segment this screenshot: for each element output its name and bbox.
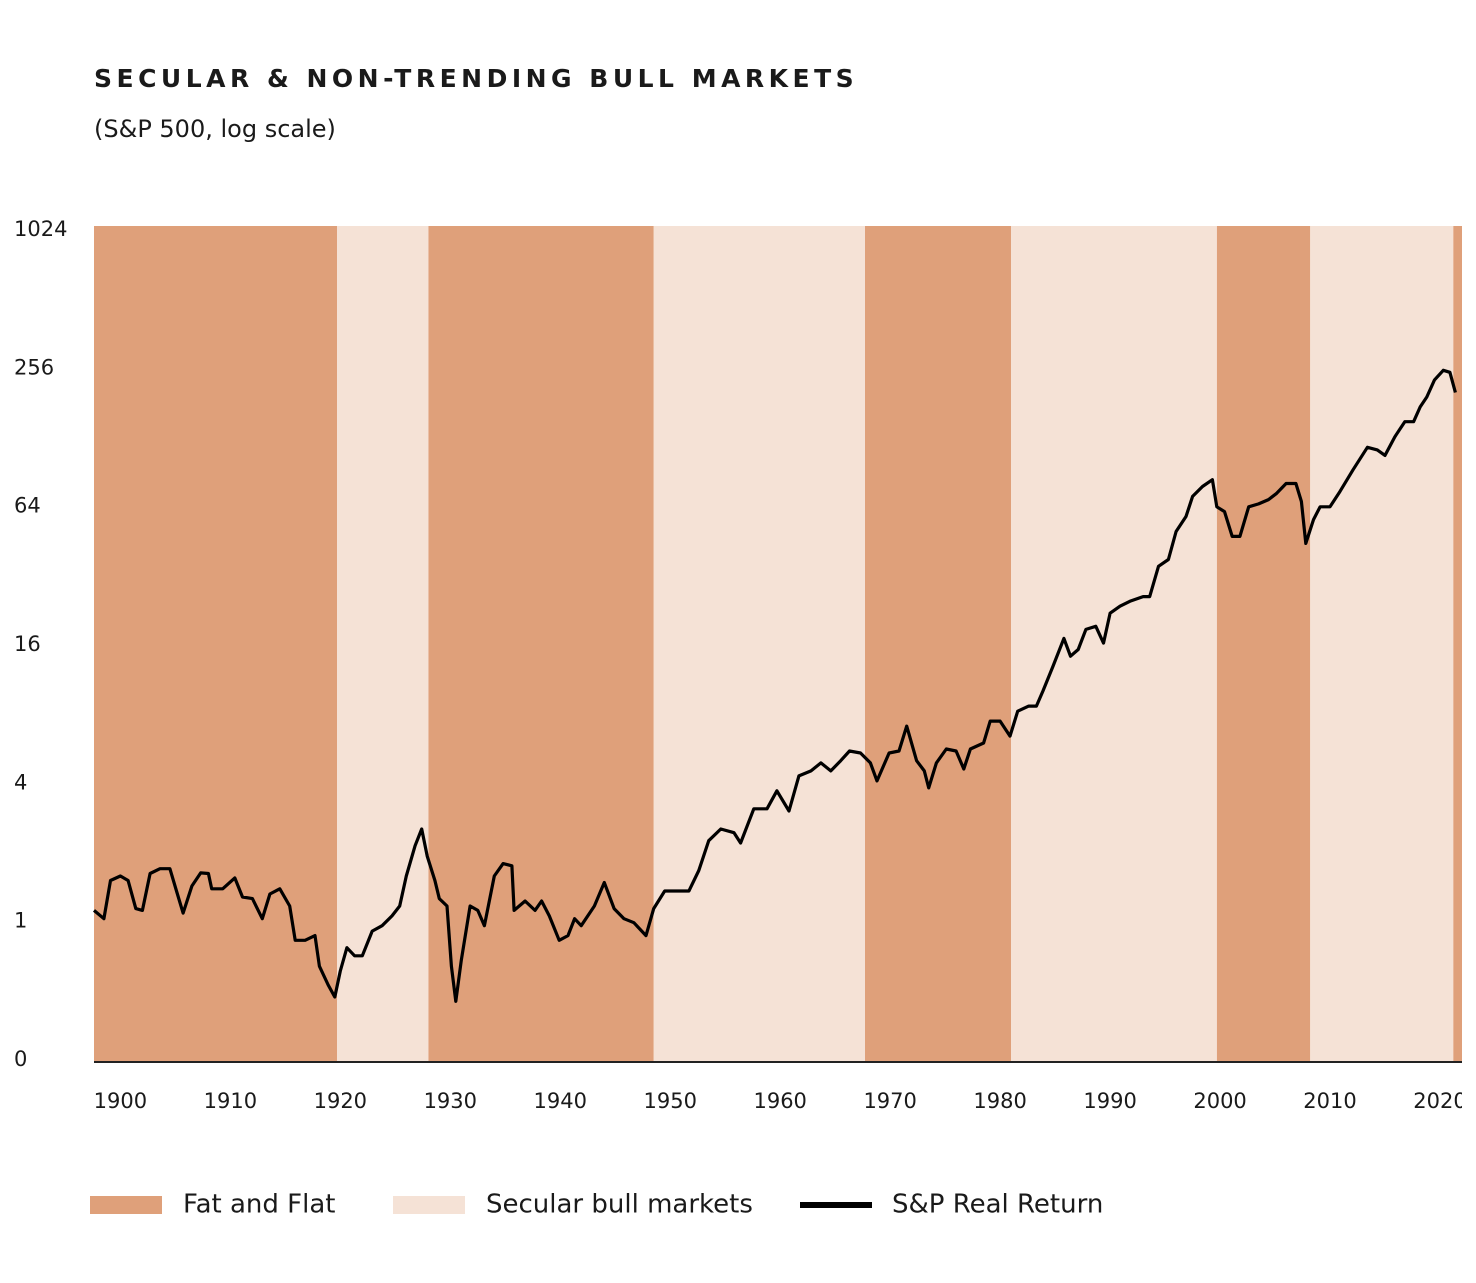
x-tick-label: 1940 [534, 1089, 587, 1113]
x-tick-label: 1990 [1083, 1089, 1136, 1113]
chart-subtitle: (S&P 500, log scale) [94, 115, 336, 143]
axes: 0 1 4 16 64 256 1024 1900 1910 1920 1930 1940 1950 19… [14, 217, 1466, 1113]
regime-band [1011, 226, 1217, 1062]
regime-band [864, 226, 1012, 1062]
legend: Fat and Flat Secular bull markets S&P Real… [90, 1190, 1103, 1220]
x-tick-label: 2010 [1303, 1089, 1356, 1113]
x-tick-label: 1920 [314, 1089, 367, 1113]
y-tick-label: 1 [14, 909, 27, 933]
legend-swatch [90, 1196, 162, 1214]
regime-band [94, 226, 338, 1062]
x-tick-label: 1910 [204, 1089, 257, 1113]
legend-label: S&P Real Return [892, 1190, 1103, 1220]
x-tick-label: 1900 [94, 1089, 147, 1113]
lines [92, 368, 1457, 1003]
regime-band [337, 226, 429, 1062]
regime-band [1453, 226, 1462, 1062]
legend-label: Fat and Flat [183, 1190, 335, 1220]
y-tick-label: 256 [14, 355, 54, 379]
regime-band [653, 226, 865, 1062]
x-tick-label: 1970 [863, 1089, 916, 1113]
regime-band [1216, 226, 1311, 1062]
x-tick-label: 1930 [424, 1089, 477, 1113]
bands [94, 226, 1462, 1062]
series-line [92, 368, 1457, 1003]
y-tick-label: 1024 [14, 217, 67, 241]
regime-band [1310, 226, 1454, 1062]
x-tick-label: 1960 [753, 1089, 806, 1113]
legend-swatch [393, 1196, 465, 1214]
x-tick-label: 2000 [1193, 1089, 1246, 1113]
chart-title: SECULAR & NON-TRENDING BULL MARKETS [94, 64, 858, 93]
x-tick-label: 2020 [1413, 1089, 1466, 1113]
regime-band [428, 226, 654, 1062]
y-tick-label: 0 [14, 1047, 27, 1071]
x-tick-label: 1950 [644, 1089, 697, 1113]
x-tick-label: 1980 [973, 1089, 1026, 1113]
y-tick-label: 4 [14, 770, 27, 794]
y-tick-label: 16 [14, 632, 41, 656]
legend-label: Secular bull markets [486, 1190, 753, 1220]
y-tick-label: 64 [14, 494, 41, 518]
